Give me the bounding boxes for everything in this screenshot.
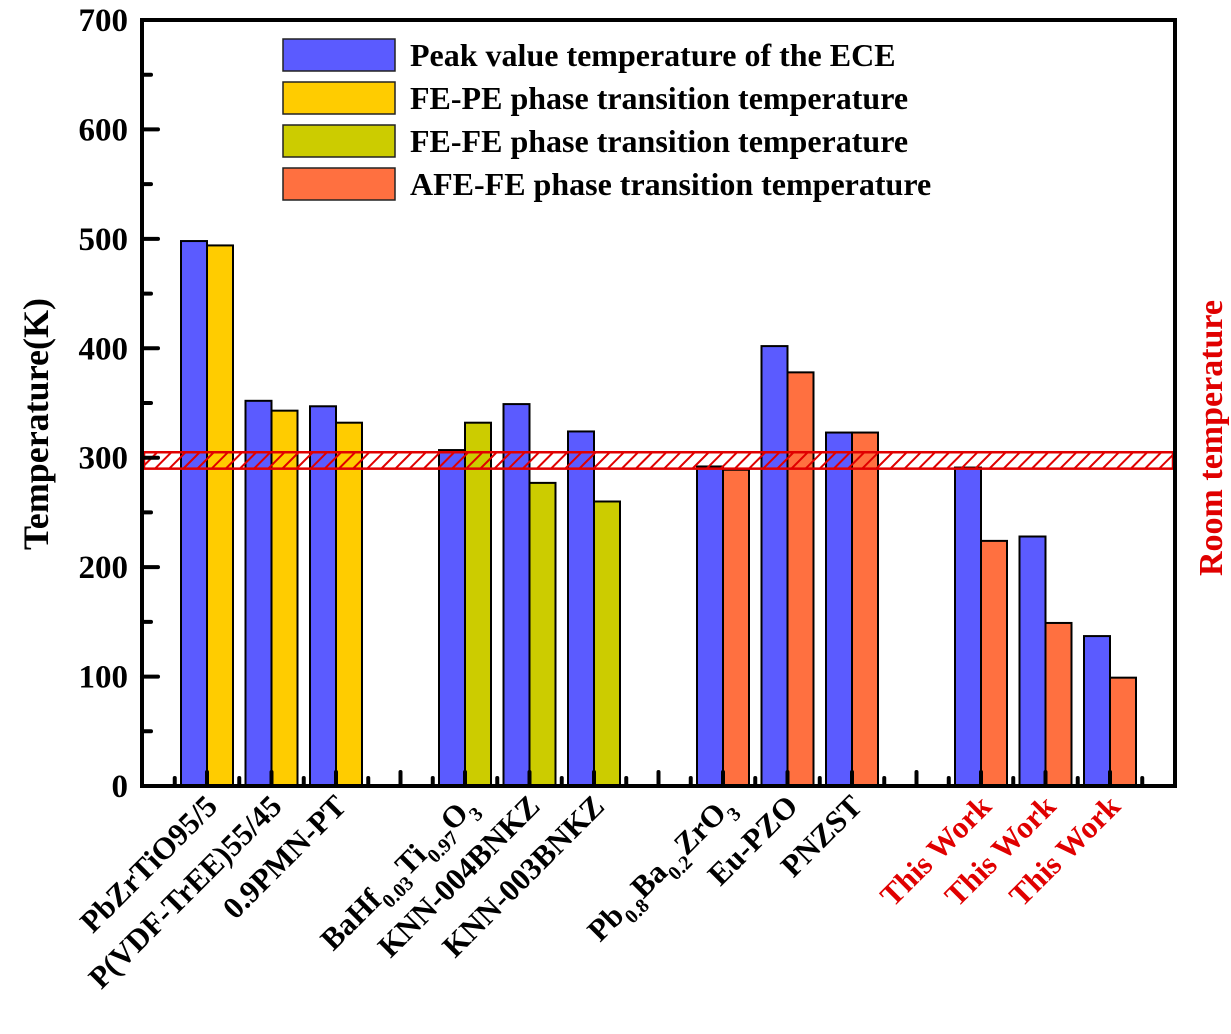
legend: Peak value temperature of the ECE FE-PE p… [282, 37, 931, 202]
room-temperature-band-layer [142, 450, 1175, 470]
legend-swatch-0 [282, 38, 396, 72]
y-tick-label: 100 [79, 660, 129, 696]
y-axis-title: Temperature(K) [16, 298, 56, 550]
bar-transition-11 [1109, 676, 1137, 787]
bar-transition-5 [593, 500, 621, 787]
legend-swatch-2 [282, 124, 396, 158]
bar-peak-7 [760, 345, 789, 787]
legend-label-1: FE-PE phase transition temperature [410, 80, 908, 116]
bar-transition-4 [528, 481, 557, 787]
bar-peak-5 [567, 430, 595, 787]
y-tick-label: 400 [79, 331, 129, 367]
legend-label-2: FE-FE phase transition temperature [410, 123, 908, 159]
y-tick-label: 700 [79, 3, 129, 39]
bar-transition-7 [786, 371, 815, 787]
bar-peak-3 [438, 449, 466, 787]
bar-transition-3 [464, 421, 492, 787]
bar-peak-9 [954, 466, 982, 787]
room-temperature-label: Room temperature [1193, 300, 1230, 576]
bar-transition-10 [1044, 621, 1073, 787]
bars-layer [180, 240, 1137, 788]
y-tick-label: 300 [79, 441, 129, 477]
bar-transition-2 [335, 421, 363, 787]
y-tick-label: 200 [79, 550, 129, 586]
x-category-labels: PbZrTiO95/5P(VDF-TrEE)55/450.9PMN-PTBaHf… [73, 788, 1128, 996]
legend-label-3: AFE-FE phase transition temperature [410, 166, 931, 202]
bar-peak-11 [1083, 635, 1111, 788]
y-tick-labels: 0 100 200 300 400 500 600 700 [79, 3, 129, 805]
bar-peak-6 [696, 465, 724, 787]
bar-peak-0 [180, 240, 208, 787]
bar-peak-10 [1018, 535, 1047, 788]
y-tick-label: 600 [79, 112, 129, 148]
room-temperature-band [142, 450, 1175, 470]
bar-transition-0 [206, 244, 234, 787]
bar-transition-8 [851, 431, 879, 787]
bar-peak-8 [825, 431, 853, 787]
bar-transition-9 [980, 539, 1008, 787]
axes-layer [140, 18, 1177, 788]
legend-swatch-1 [282, 81, 396, 115]
legend-swatch-3 [282, 167, 396, 201]
legend-label-0: Peak value temperature of the ECE [410, 37, 896, 73]
y-tick-label: 0 [112, 769, 129, 805]
bar-transition-6 [722, 468, 750, 787]
y-tick-label: 500 [79, 222, 129, 258]
